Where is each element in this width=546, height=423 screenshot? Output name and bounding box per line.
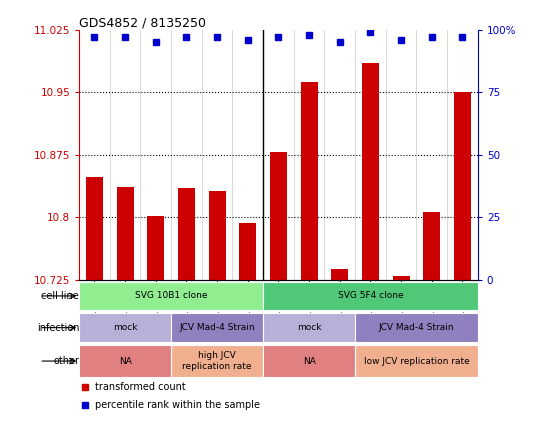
Text: transformed count: transformed count <box>95 382 186 392</box>
Text: other: other <box>53 356 79 366</box>
Text: mock: mock <box>297 323 322 332</box>
Text: cell line: cell line <box>41 291 79 301</box>
Text: infection: infection <box>37 323 79 332</box>
Bar <box>454 92 471 280</box>
Text: JCV Mad-4 Strain: JCV Mad-4 Strain <box>179 323 255 332</box>
Bar <box>393 276 410 280</box>
Bar <box>331 269 348 280</box>
Text: JCV Mad-4 Strain: JCV Mad-4 Strain <box>378 323 454 332</box>
Text: high JCV
replication rate: high JCV replication rate <box>182 352 252 371</box>
Bar <box>171 345 263 377</box>
Bar <box>147 216 164 280</box>
Bar <box>263 313 355 342</box>
Text: SVG 5F4 clone: SVG 5F4 clone <box>337 291 403 300</box>
Bar <box>423 212 440 280</box>
Bar <box>355 313 478 342</box>
Bar <box>79 313 171 342</box>
Bar <box>178 188 195 280</box>
Text: mock: mock <box>113 323 138 332</box>
Text: SVG 10B1 clone: SVG 10B1 clone <box>135 291 207 300</box>
Text: NA: NA <box>302 357 316 365</box>
Bar <box>355 345 478 377</box>
Bar <box>117 187 134 280</box>
Text: low JCV replication rate: low JCV replication rate <box>364 357 470 365</box>
Bar <box>79 345 171 377</box>
Bar <box>270 152 287 280</box>
Text: percentile rank within the sample: percentile rank within the sample <box>95 400 260 410</box>
Text: NA: NA <box>118 357 132 365</box>
Bar <box>86 177 103 280</box>
Bar <box>263 345 355 377</box>
Bar <box>209 191 225 280</box>
Bar <box>362 63 379 280</box>
Bar <box>263 282 478 310</box>
Bar <box>301 82 318 280</box>
Bar <box>171 313 263 342</box>
Text: GDS4852 / 8135250: GDS4852 / 8135250 <box>79 16 206 30</box>
Bar <box>79 282 263 310</box>
Bar <box>239 223 256 280</box>
